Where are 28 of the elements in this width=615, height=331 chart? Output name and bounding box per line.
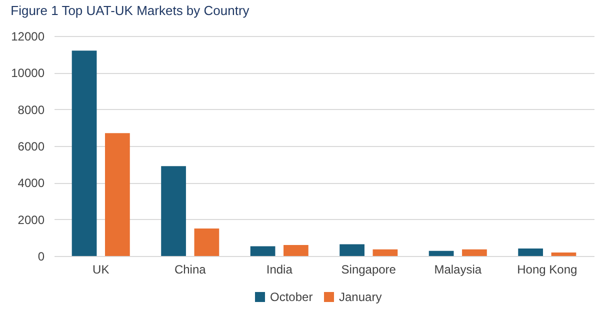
bar xyxy=(284,245,308,256)
x-tick-label: UK xyxy=(92,262,110,276)
bar xyxy=(551,252,576,256)
chart-title: Figure 1 Top UAT-UK Markets by Country xyxy=(10,3,250,18)
bar xyxy=(72,50,97,256)
bar xyxy=(105,133,130,256)
y-tick-label: 10000 xyxy=(11,66,45,80)
y-tick-label: 4000 xyxy=(18,176,45,190)
bar xyxy=(161,166,186,256)
bar xyxy=(372,249,398,256)
bar xyxy=(518,248,543,256)
x-tick-label: Hong Kong xyxy=(517,262,578,276)
y-tick-label: 8000 xyxy=(18,102,45,117)
bar xyxy=(250,246,276,256)
bar xyxy=(462,249,487,256)
x-tick-label: Malaysia xyxy=(434,262,482,276)
bar xyxy=(194,228,220,256)
x-tick-label: China xyxy=(174,262,206,276)
bar xyxy=(428,250,454,256)
y-tick-label: 0 xyxy=(38,250,45,264)
legend-label: January xyxy=(339,290,382,304)
y-tick-label: 6000 xyxy=(18,140,45,154)
bar xyxy=(340,244,364,256)
x-tick-label: India xyxy=(266,262,293,276)
x-tick-label: Singapore xyxy=(341,262,396,276)
legend-label: October xyxy=(270,290,313,304)
y-tick-label: 2000 xyxy=(18,212,45,227)
y-tick-label: 12000 xyxy=(11,30,45,44)
